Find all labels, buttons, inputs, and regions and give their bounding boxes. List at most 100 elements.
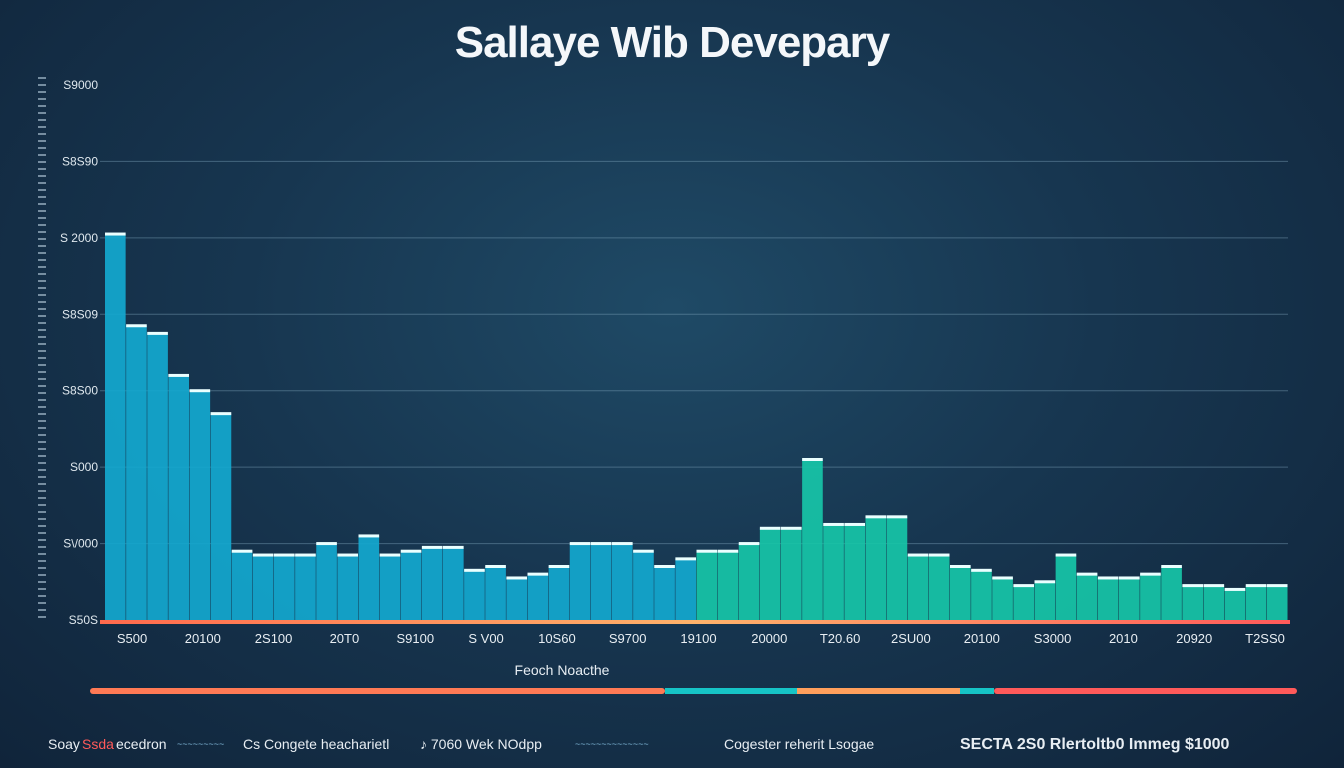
bar (337, 555, 359, 620)
bar (1245, 585, 1267, 620)
bar-cap (654, 565, 675, 568)
footer-item-7: ~~~~~~~~~~~~~~ (575, 739, 649, 749)
ruler-mark (38, 189, 46, 191)
bar-chart: S9000 S8S90 S 2000 S8S09 S8S00 S000 S\/000 S50S… (38, 77, 1297, 694)
ruler-mark (38, 203, 46, 205)
x-tick-label: 20920 (1176, 631, 1212, 646)
bar-cap (421, 545, 443, 549)
bar (590, 543, 612, 620)
bar (633, 551, 654, 620)
ruler-mark (38, 357, 46, 359)
x-axis-tick-labels: S500 20100 2S100 20T0 S9100 S V00 10S60 S9700 19… (117, 631, 1285, 646)
x-tick-label: 19100 (680, 631, 716, 646)
bar (950, 566, 971, 620)
bar-cap (316, 542, 337, 546)
chart-title: Sallaye Wib Devepary (454, 18, 891, 67)
ruler-mark (38, 350, 46, 352)
ruler-mark (38, 595, 46, 597)
ruler-mark (38, 322, 46, 324)
footer-bar: Soay Ssda ecedron ~~~~~~~~~ Cs Congete h… (0, 730, 1344, 760)
bar (295, 555, 316, 620)
y-tick-label: S8S09 (62, 307, 98, 321)
y-tick-label: S8S90 (62, 154, 98, 168)
bar-cap (485, 565, 506, 568)
ruler-mark (38, 364, 46, 366)
bar-cap (590, 542, 612, 546)
ruler-mark (38, 581, 46, 583)
ruler-mark (38, 133, 46, 135)
bar-cap (1161, 565, 1182, 568)
bar-cap (337, 553, 359, 557)
bar-cap (844, 522, 866, 526)
ruler-mark (38, 511, 46, 513)
bar (1076, 574, 1098, 620)
bar-cap (274, 553, 295, 557)
x-tick-label: 20100 (964, 631, 1000, 646)
bar (168, 375, 190, 620)
ruler-mark (38, 175, 46, 177)
bar-cap (168, 373, 190, 377)
y-axis-tick-labels: S9000 S8S90 S 2000 S8S09 S8S00 S000 S\/000 S50S (60, 78, 98, 627)
bar (612, 543, 633, 620)
bar-cap (105, 232, 126, 236)
bar-cap (865, 515, 887, 519)
ruler-mark (38, 525, 46, 527)
bar (781, 528, 802, 620)
ruler-mark (38, 252, 46, 254)
bar-cap (231, 549, 253, 553)
ruler-mark (38, 392, 46, 394)
bar-cap (759, 526, 781, 530)
bar (210, 413, 232, 620)
bar (738, 543, 760, 620)
ruler-mark (38, 546, 46, 548)
ruler-mark (38, 420, 46, 422)
bar-cap (696, 549, 718, 553)
x-tick-label: 20T0 (330, 631, 360, 646)
bar (865, 516, 887, 620)
ruler-mark (38, 287, 46, 289)
bar-cap (633, 549, 654, 553)
bar-cap (907, 553, 929, 557)
ruler-mark (38, 308, 46, 310)
ruler-mark (38, 238, 46, 240)
bar-cap (1076, 572, 1098, 576)
bar (316, 543, 337, 620)
bar-cap (400, 549, 422, 553)
x-tick-label: T20.60 (820, 631, 860, 646)
bar (400, 551, 422, 620)
footer-item-1: Soay (48, 736, 80, 752)
bar (1182, 585, 1204, 620)
ruler-mark (38, 399, 46, 401)
ruler-mark (38, 532, 46, 534)
ruler-mark (38, 280, 46, 282)
bar-tint (105, 85, 1288, 620)
bar-cap (1224, 587, 1246, 591)
bar-cap (1097, 576, 1119, 580)
bar (1161, 566, 1182, 620)
bar (1203, 585, 1225, 620)
y-tick-label: S\/000 (63, 537, 98, 551)
ruler-mark (38, 518, 46, 520)
y-axis-ruler (38, 77, 46, 618)
legend-color-strip (90, 688, 1297, 694)
bar-cap (738, 542, 760, 546)
bar-cap (527, 572, 549, 576)
footer-item-4: ~~~~~~~~~ (177, 739, 225, 749)
bar-cap (612, 542, 633, 546)
bar-cap (992, 576, 1013, 580)
bar-cap (1245, 584, 1267, 588)
ruler-mark (38, 371, 46, 373)
bar (1140, 574, 1161, 620)
bar-cap (358, 534, 380, 538)
bar (274, 555, 295, 620)
bar-cap (147, 331, 168, 335)
bar-cap (1266, 584, 1288, 588)
bar (548, 566, 570, 620)
x-tick-label: S3000 (1034, 631, 1072, 646)
y-tick-label: S8S00 (62, 384, 98, 398)
ruler-mark (38, 140, 46, 142)
bar (1266, 585, 1288, 620)
ruler-mark (38, 154, 46, 156)
ruler-mark (38, 476, 46, 478)
x-tick-label: 2S100 (255, 631, 293, 646)
